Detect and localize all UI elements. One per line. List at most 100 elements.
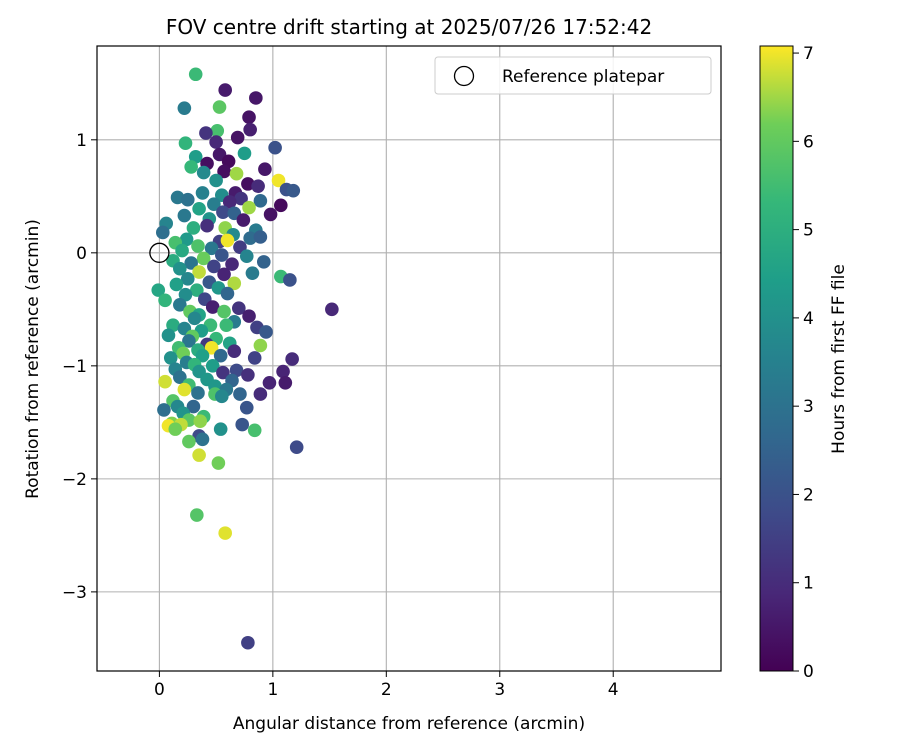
colorbar-tick-label: 2: [803, 485, 814, 505]
colorbar-tick-label: 3: [803, 397, 814, 417]
scatter-point: [221, 154, 236, 169]
scatter-point: [163, 351, 178, 365]
scatter-point: [177, 101, 192, 115]
scatter-point: [182, 434, 196, 449]
scatter-point: [192, 201, 206, 216]
scatter-point: [209, 173, 223, 188]
colorbar-tick-label: 0: [803, 662, 814, 682]
scatter-point: [242, 309, 256, 323]
scatter-point: [213, 348, 228, 363]
scatter-point: [258, 162, 272, 176]
scatter-point: [173, 298, 187, 312]
scatter-point: [229, 363, 244, 378]
scatter-point: [196, 251, 211, 266]
scatter-point: [184, 256, 198, 270]
scatter-point: [237, 146, 252, 161]
scatter-point: [166, 318, 180, 332]
scatter-point: [217, 267, 231, 282]
scatter-point: [192, 448, 206, 462]
colorbar-label: Hours from first FF file: [829, 264, 849, 454]
scatter-point: [205, 300, 220, 314]
scatter-point: [243, 231, 257, 245]
scatter-point: [239, 400, 254, 415]
scatter-point: [178, 136, 193, 150]
colorbar-ticks: 0 1 2 3 4 5 6 7: [793, 44, 814, 682]
scatter-point: [182, 334, 196, 348]
x-axis-ticks: 0 1 2 3 4: [154, 671, 619, 700]
scatter-point: [233, 387, 247, 401]
scatter-point: [195, 186, 210, 200]
scatter-point: [190, 283, 204, 297]
scatter-point: [215, 248, 229, 262]
y-tick-label: 1: [76, 131, 87, 151]
scatter-point: [241, 635, 255, 650]
scatter-point: [213, 422, 228, 436]
y-axis-ticks: −3 −2 −1 0 1: [62, 131, 97, 603]
scatter-point: [186, 399, 201, 414]
scatter-point: [253, 338, 268, 353]
scatter-point: [173, 370, 187, 384]
scatter-point: [217, 304, 231, 319]
scatter-point: [220, 286, 235, 301]
colorbar-tick-label: 7: [803, 44, 814, 64]
scatter-point: [190, 508, 204, 522]
colorbar-gradient: [759, 45, 794, 672]
scatter-point: [262, 375, 277, 390]
x-tick-label: 0: [154, 680, 165, 700]
colorbar-tick-label: 1: [803, 574, 814, 594]
scatter-point: [204, 340, 219, 355]
scatter-point: [236, 213, 251, 227]
scatter-point: [253, 230, 268, 244]
scatter-point: [222, 195, 237, 209]
legend-entry: Reference platepar: [502, 67, 664, 87]
scatter-point: [209, 135, 223, 149]
scatter-point: [196, 165, 211, 180]
scatter-point: [199, 126, 213, 140]
scatter-point: [256, 255, 271, 269]
scatter-point: [247, 351, 262, 365]
scatter-point: [245, 266, 260, 280]
scatter-point: [180, 272, 195, 286]
scatter-point: [225, 257, 239, 271]
scatter-point: [210, 123, 225, 138]
scatter-point: [227, 276, 242, 291]
scatter-point: [289, 440, 304, 455]
legend-box: [434, 56, 712, 95]
y-axis-label: Rotation from reference (arcmin): [23, 219, 43, 499]
scatter-point: [268, 140, 282, 155]
scatter-point: [325, 302, 339, 317]
x-tick-label: 4: [608, 680, 619, 700]
scatter-point: [218, 526, 233, 540]
scatter-point: [200, 218, 214, 233]
scatter-point: [227, 344, 242, 358]
scatter-point: [195, 348, 210, 363]
scatter-point: [169, 277, 184, 292]
scatter-point: [156, 225, 170, 240]
scatter-point: [175, 243, 189, 258]
scatter-point: [186, 221, 201, 235]
scatter-point: [271, 173, 286, 188]
scatter-point: [168, 422, 183, 436]
scatter-point: [161, 328, 176, 343]
scatter-point: [249, 91, 263, 105]
scatter-point: [230, 130, 245, 145]
scatter-point: [242, 200, 256, 215]
scatter-point: [211, 456, 226, 470]
scatter-point: [253, 194, 268, 208]
scatter-point: [158, 374, 172, 389]
scatter-point: [158, 293, 172, 308]
scatter-point: [212, 100, 227, 114]
reference-platepar-marker: [149, 242, 170, 263]
scatter-point: [204, 241, 219, 256]
y-tick-label: 0: [76, 244, 87, 264]
scatter-point: [205, 359, 220, 373]
scatter-point: [216, 205, 230, 219]
y-tick-label: −1: [62, 357, 87, 377]
plot-frame: [96, 45, 722, 672]
scatter-point: [251, 179, 265, 193]
scatter-point: [173, 261, 187, 276]
scatter-point: [188, 149, 203, 164]
scatter-point: [273, 198, 288, 213]
scatter-point: [170, 190, 185, 205]
scatter-point: [207, 259, 221, 274]
